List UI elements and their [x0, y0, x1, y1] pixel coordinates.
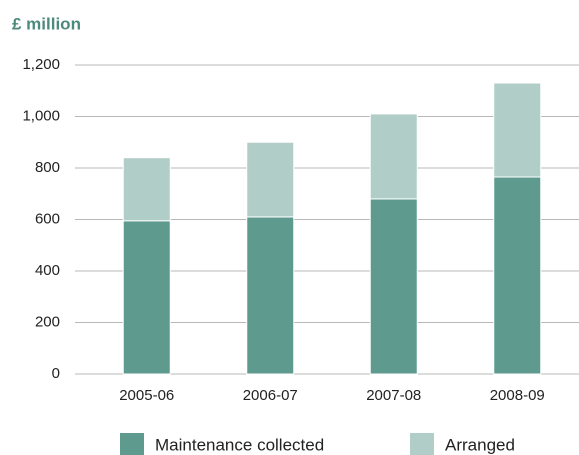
bar-segment: [369, 198, 418, 375]
y-tick-label: 200: [35, 313, 60, 330]
y-tick-label: 800: [35, 159, 60, 176]
bar-segment: [122, 220, 171, 375]
bar-segment: [493, 176, 542, 375]
y-tick-label: 600: [35, 210, 60, 227]
bar-segment: [122, 157, 171, 222]
y-tick-label: 1,200: [22, 56, 60, 73]
x-tick-label: 2006-07: [243, 387, 298, 404]
y-tick-label: 1,000: [22, 107, 60, 124]
x-tick-label: 2008-09: [490, 387, 545, 404]
y-tick-label: 0: [52, 365, 60, 382]
y-tick-label: 400: [35, 262, 60, 279]
bar-segment: [369, 113, 418, 200]
x-tick-label: 2005-06: [119, 387, 174, 404]
legend-label: Maintenance collected: [155, 435, 324, 454]
legend-swatch: [410, 433, 434, 455]
legend-swatch: [120, 433, 144, 455]
legend-label: Arranged: [445, 435, 515, 454]
bar-segment: [246, 216, 295, 375]
bar-segment: [493, 82, 542, 178]
bar-segment: [246, 141, 295, 218]
x-tick-label: 2007-08: [366, 387, 421, 404]
chart-title: £ million: [12, 14, 81, 33]
